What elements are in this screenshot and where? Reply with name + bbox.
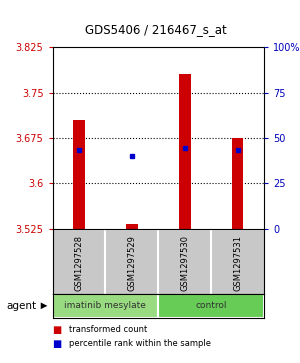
Text: agent: agent — [6, 301, 36, 311]
Text: imatinib mesylate: imatinib mesylate — [64, 301, 146, 310]
Text: GSM1297528: GSM1297528 — [74, 234, 83, 291]
Bar — [158, 294, 264, 318]
Text: GSM1297529: GSM1297529 — [127, 235, 136, 291]
Text: transformed count: transformed count — [69, 325, 147, 334]
Text: ■: ■ — [52, 339, 62, 349]
Text: GDS5406 / 216467_s_at: GDS5406 / 216467_s_at — [85, 23, 227, 36]
Bar — [126, 224, 138, 229]
Bar — [232, 138, 243, 229]
Bar — [179, 74, 190, 229]
Bar — [52, 294, 158, 318]
Text: ■: ■ — [52, 325, 62, 335]
Text: percentile rank within the sample: percentile rank within the sample — [69, 339, 211, 348]
Text: GSM1297531: GSM1297531 — [233, 234, 242, 291]
Text: GSM1297530: GSM1297530 — [180, 234, 189, 291]
Text: control: control — [195, 301, 227, 310]
Bar — [73, 120, 85, 229]
